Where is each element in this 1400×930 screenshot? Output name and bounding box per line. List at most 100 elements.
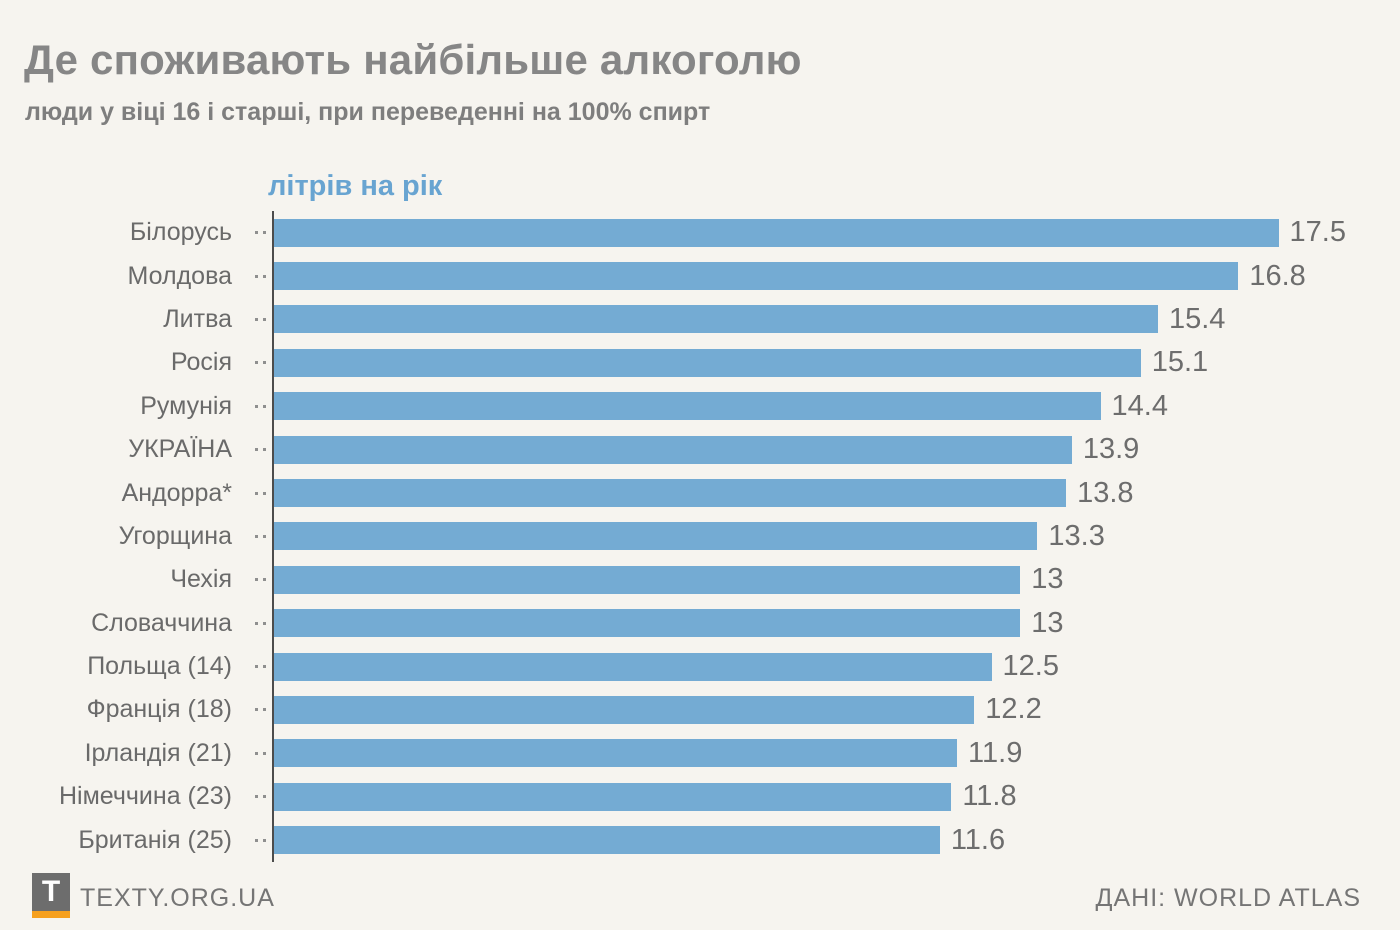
value-label: 11.6	[950, 823, 1006, 856]
value-label: 14.4	[1111, 389, 1168, 422]
axis-label: літрів на рік	[268, 170, 443, 202]
bar	[274, 262, 1239, 291]
chart-row: Білорусь 17.5	[0, 211, 1400, 255]
category-label: Молдова	[127, 261, 232, 290]
tick-dots-icon	[255, 274, 267, 278]
bar-track: 13.8	[272, 471, 1400, 515]
category-label: УКРАЇНА	[128, 435, 232, 464]
chart-row: Франція (18) 12.2	[0, 688, 1400, 732]
bar-track: 12.5	[272, 644, 1400, 689]
value-label: 13.8	[1077, 476, 1134, 509]
tick-mark	[232, 274, 272, 278]
value-label: 12.5	[1002, 650, 1059, 683]
bar	[274, 609, 1021, 638]
chart-row: Ірландія (21) 11.9	[0, 731, 1400, 776]
tick-dots-icon	[255, 621, 267, 625]
tick-dots-icon	[255, 317, 267, 321]
bar-track: 17.5	[272, 211, 1400, 255]
tick-dots-icon	[255, 708, 267, 712]
bar-track: 15.1	[272, 341, 1400, 385]
tick-mark	[232, 838, 272, 842]
tick-dots-icon	[255, 361, 267, 365]
bar	[274, 305, 1158, 334]
bar-track: 11.6	[272, 818, 1400, 862]
bar-track: 13	[272, 558, 1400, 602]
page-title: Де споживають найбільше алкоголю	[24, 36, 802, 83]
chart-row: Словаччина 13	[0, 601, 1400, 645]
page-subtitle: люди у віці 16 і старші, при переведенні…	[25, 98, 711, 126]
chart-row: Британія (25) 11.6	[0, 818, 1400, 862]
bar	[274, 782, 952, 811]
chart-row: Польща (14) 12.5	[0, 644, 1400, 689]
value-label: 16.8	[1249, 259, 1306, 292]
tick-mark	[232, 578, 272, 582]
bar-track: 11.8	[272, 775, 1400, 819]
category-label: Польща (14)	[87, 652, 232, 681]
bar	[274, 522, 1038, 551]
tick-mark	[232, 317, 272, 321]
tick-mark	[232, 448, 272, 452]
value-label: 13.3	[1048, 519, 1105, 552]
chart-row: Росія 15.1	[0, 341, 1400, 385]
value-label: 11.8	[962, 780, 1017, 813]
category-label: Угорщина	[118, 521, 232, 550]
category-label: Франція (18)	[86, 695, 232, 724]
tick-dots-icon	[255, 404, 267, 408]
bar-track: 13.9	[272, 427, 1400, 472]
chart-row: Румунія 14.4	[0, 384, 1400, 428]
bar-track: 16.8	[272, 254, 1400, 298]
category-label: Ірландія (21)	[84, 738, 232, 767]
bar	[274, 826, 940, 855]
category-label: Литва	[163, 304, 232, 333]
texty-logo-underline	[32, 911, 70, 918]
tick-mark	[232, 751, 272, 755]
tick-dots-icon	[255, 448, 267, 452]
tick-dots-icon	[255, 231, 267, 235]
bar-chart: Білорусь 17.5 Молдова 16.8 Литва 15.4	[0, 211, 1400, 862]
bar-track: 14.4	[272, 384, 1400, 428]
tick-mark	[232, 621, 272, 625]
bar-track: 11.9	[272, 731, 1400, 776]
value-label: 12.2	[985, 693, 1042, 726]
tick-dots-icon	[255, 795, 267, 799]
site-name: TEXTY.ORG.UA	[80, 884, 275, 912]
bar-track: 13.3	[272, 514, 1400, 559]
chart-row: УКРАЇНА 13.9	[0, 427, 1400, 472]
value-label: 13	[1031, 563, 1064, 596]
category-label: Білорусь	[129, 218, 232, 247]
category-label: Німеччина (23)	[59, 782, 232, 811]
tick-dots-icon	[255, 491, 267, 495]
bar	[274, 695, 975, 724]
tick-mark	[232, 231, 272, 235]
tick-mark	[232, 534, 272, 538]
chart-row: Андорра* 13.8	[0, 471, 1400, 515]
chart-row: Молдова 16.8	[0, 254, 1400, 298]
value-label: 11.9	[968, 736, 1023, 769]
data-source: ДАНІ: WORLD ATLAS	[1095, 884, 1361, 912]
category-label: Британія (25)	[78, 825, 232, 854]
chart-row: Німеччина (23) 11.8	[0, 775, 1400, 819]
tick-dots-icon	[255, 534, 267, 538]
category-label: Чехія	[170, 565, 232, 594]
category-label: Росія	[170, 348, 232, 377]
chart-row: Угорщина 13.3	[0, 514, 1400, 559]
texty-logo: T	[32, 873, 70, 918]
bar	[274, 565, 1021, 594]
bar	[274, 348, 1141, 377]
category-label: Андорра*	[121, 478, 232, 507]
bar	[274, 435, 1072, 464]
tick-mark	[232, 404, 272, 408]
value-label: 13.9	[1082, 433, 1140, 466]
value-label: 13	[1031, 606, 1064, 639]
tick-dots-icon	[255, 665, 267, 669]
bar-track: 13	[272, 601, 1400, 645]
bar	[274, 479, 1067, 508]
bar-track: 15.4	[272, 297, 1400, 342]
bar-track: 12.2	[272, 688, 1400, 732]
tick-dots-icon	[255, 578, 267, 582]
category-label: Словаччина	[91, 608, 232, 637]
tick-mark	[232, 361, 272, 365]
tick-mark	[232, 795, 272, 799]
tick-dots-icon	[255, 751, 267, 755]
value-label: 15.1	[1151, 346, 1209, 379]
